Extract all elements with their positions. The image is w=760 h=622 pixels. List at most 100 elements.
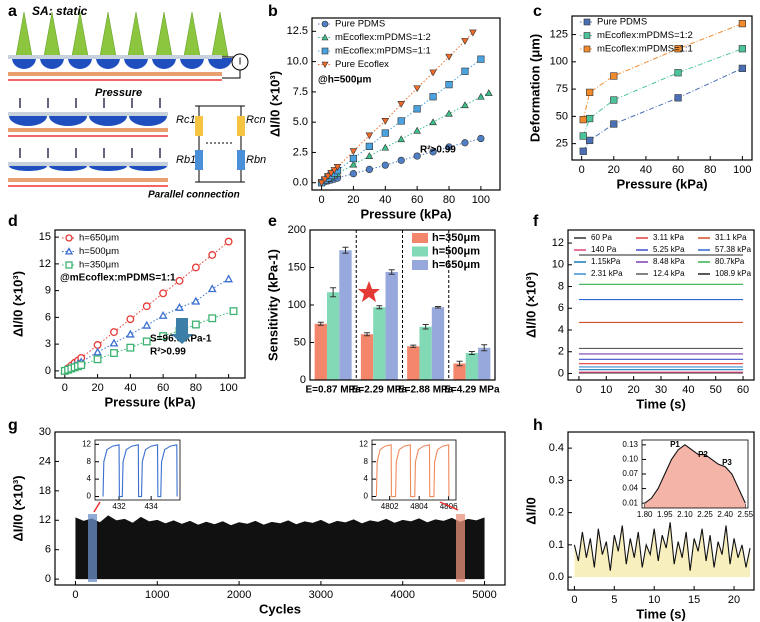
schematic-title: SA: static	[32, 4, 88, 18]
x-tick-label: 2.10	[677, 510, 693, 519]
area-fill	[574, 522, 751, 578]
marker	[381, 161, 389, 169]
marker	[583, 45, 591, 53]
legend-label: 1.15kPa	[591, 257, 621, 266]
series-line	[582, 67, 743, 152]
legend-label: h=650μm	[432, 259, 480, 271]
y-tick-label: 0.0	[549, 571, 564, 583]
dome	[129, 166, 167, 171]
x-tick-label: 1000	[145, 589, 169, 601]
electrode	[8, 178, 168, 182]
legend-label: h=350μm	[79, 260, 119, 271]
electrode	[8, 128, 168, 132]
y-tick-label: 7.5	[293, 86, 308, 98]
legend-label: h=350μm	[432, 232, 480, 244]
y-tick-label: 6	[558, 302, 564, 314]
y-tick-label: 0.1	[549, 539, 564, 551]
y-tick-label: 0	[364, 492, 369, 501]
marker	[461, 139, 469, 147]
legend-label: 140 Pa	[591, 245, 617, 254]
marker	[77, 361, 86, 370]
plot-frame	[567, 229, 755, 381]
legend-label: mEcoflex:mPDMS=1:1	[335, 46, 431, 57]
x-tick-label: 432	[112, 502, 126, 511]
marker	[65, 234, 73, 242]
legend-swatch	[412, 260, 428, 270]
bar	[314, 323, 327, 380]
y-axis-label: ΔI/I0 (×10³)	[267, 71, 282, 137]
marker	[327, 170, 335, 177]
category-label: E=0.87 MPa	[305, 385, 361, 396]
bar	[373, 307, 386, 380]
dome	[208, 58, 232, 69]
bar	[326, 292, 340, 380]
resistor-label: Rcn	[246, 114, 266, 126]
legend-label: h=650μm	[79, 233, 119, 244]
marker	[579, 132, 587, 140]
pressure-label: Pressure	[95, 87, 142, 99]
spike	[71, 11, 89, 57]
legend-label: mEcoflex:mPDMS=1:2	[597, 30, 693, 41]
marker	[321, 20, 329, 28]
y-axis-label: Sensitivity (kPa-1)	[265, 249, 280, 361]
marker	[429, 69, 437, 77]
dome	[89, 116, 127, 126]
marker	[142, 337, 151, 346]
marker	[207, 284, 217, 293]
marker	[349, 170, 358, 178]
marker	[330, 167, 339, 174]
marker	[485, 89, 493, 97]
marker	[224, 237, 233, 246]
marker	[142, 320, 152, 329]
y-tick-label: 12	[552, 237, 564, 249]
marker	[445, 143, 453, 151]
marker	[365, 142, 373, 150]
marker	[191, 296, 201, 305]
dome	[129, 116, 167, 126]
marker	[320, 176, 329, 184]
annotation: R²>0.99	[150, 347, 186, 358]
series-line	[644, 444, 746, 504]
marker	[397, 156, 405, 164]
marker	[586, 136, 594, 144]
marker	[125, 329, 135, 338]
y-tick-label: 150	[288, 261, 306, 273]
panel-label: h	[533, 417, 543, 434]
dome	[96, 58, 120, 69]
pointer	[93, 501, 101, 513]
callout-arrow	[171, 318, 193, 344]
series-line	[102, 444, 178, 498]
dome	[40, 58, 64, 69]
dome	[124, 58, 148, 69]
x-tick-label: 4804	[410, 502, 428, 511]
bar	[385, 272, 398, 380]
marker	[349, 160, 358, 168]
y-axis-label: ΔI/I0 (×10³)	[10, 271, 25, 337]
legend-label: 2.31 kPa	[591, 269, 623, 278]
x-tick-label: 40	[379, 194, 391, 206]
y-tick-label: 10.0	[287, 56, 308, 68]
marker	[381, 143, 390, 151]
bar	[419, 326, 432, 380]
bar	[453, 363, 466, 380]
marker	[429, 118, 437, 126]
marker	[461, 38, 469, 45]
y-tick-label: 0.3	[549, 474, 564, 486]
marker	[610, 120, 618, 128]
marker	[126, 343, 135, 352]
marker	[110, 349, 118, 357]
legend-label: 8.48 kPa	[653, 257, 685, 266]
y-tick-label: 3	[45, 338, 51, 350]
marker	[321, 33, 329, 41]
error-bar	[434, 306, 441, 309]
error-bar	[330, 287, 337, 298]
marker	[397, 101, 406, 108]
highlight	[456, 514, 465, 582]
spike	[127, 11, 145, 57]
legend-label: mEcoflex:mPDMS=1:2	[335, 32, 431, 43]
marker	[93, 355, 102, 364]
error-bar	[342, 246, 349, 254]
marker	[445, 109, 453, 117]
annotation: @mEcoflex:mPDMS=1:1	[60, 273, 176, 284]
marker	[445, 81, 453, 89]
